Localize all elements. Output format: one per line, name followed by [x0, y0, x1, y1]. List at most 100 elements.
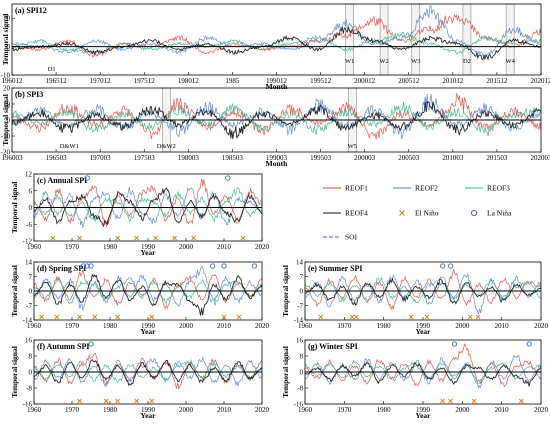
x-tick-label: 201512	[486, 77, 508, 85]
y-tick-label: 10	[3, 101, 11, 109]
x-tick-label: 1990	[141, 322, 156, 330]
series-c-reof3	[33, 187, 263, 223]
event-label: D2	[463, 58, 471, 65]
x-tick-label: 198503	[222, 154, 244, 162]
x-tick-label: 1960	[298, 406, 313, 414]
legend: REOF1 REOF2 REOF3 REOF4 El Niño La Niña SOI	[323, 184, 512, 242]
x-tick-label: 1960	[27, 322, 42, 330]
el-nino-marker	[471, 398, 477, 404]
x-tick-label: 198003	[178, 154, 200, 162]
y-tick-label: 7	[300, 273, 304, 281]
el-nino-marker	[77, 314, 82, 320]
x-tick-label: 196512	[46, 77, 68, 85]
series-g-reof3	[304, 359, 541, 384]
la-nina-marker	[80, 263, 87, 269]
el-nino-marker	[236, 314, 242, 320]
x-tick-label: 199512	[310, 77, 332, 85]
y-tick-label: -14	[23, 317, 33, 325]
series-c-reof2	[33, 187, 263, 229]
legend-label: La Niña	[487, 209, 512, 218]
el-nino-marker	[424, 314, 430, 320]
el-nino-marker	[440, 398, 445, 404]
y-axis-label: Temporal signal	[1, 94, 10, 146]
event-label: W1	[345, 58, 354, 65]
el-nino-marker	[475, 314, 481, 320]
series-a-reof4	[11, 26, 542, 61]
x-tick-label: 199503	[310, 154, 332, 162]
series-a-reof1	[12, 13, 542, 58]
legend-label: REOF2	[415, 184, 438, 193]
legend-label: El Niño	[415, 209, 439, 218]
series-e-reof3	[304, 276, 542, 303]
el-nino-marker	[92, 314, 98, 320]
x-tick-label: 2020	[255, 243, 270, 251]
series-d-reof2	[33, 265, 263, 310]
series-a-reof2	[11, 4, 542, 58]
x-tick-label: 2020	[534, 406, 549, 414]
y-tick-label: 0	[29, 204, 33, 212]
x-tick-label: 1990	[141, 406, 156, 414]
x-tick-label: 2010	[495, 322, 510, 330]
el-nino-marker	[221, 314, 227, 320]
x-tick-label: 2000	[179, 243, 194, 251]
legend-item-el-nino: El Niño	[399, 209, 439, 218]
x-tick-label: 2020	[255, 322, 270, 330]
panel-title: (c) Annual SPI	[37, 176, 87, 185]
event-label: D1	[48, 66, 56, 73]
la-nina-marker	[84, 263, 90, 269]
series-g-reof1	[304, 343, 542, 388]
x-tick-label: 1960	[27, 243, 42, 251]
x-tick-label: 201503	[486, 154, 508, 162]
y-axis-label: Temporal signal	[10, 182, 19, 234]
y-tick-label: 0	[300, 369, 304, 377]
x-tick-label: 2000	[179, 322, 194, 330]
panel-f: -16 -8 0 8 16 1960 1970 1980 1990 2000 2010 2020 (f)…	[10, 337, 270, 421]
y-tick-label: 0	[300, 288, 304, 296]
y-tick-label: 16	[25, 337, 33, 345]
x-tick-label: 202012	[531, 77, 550, 85]
event-label: W4	[505, 58, 515, 65]
x-axis-label: Year	[141, 248, 157, 257]
la-nina-marker	[526, 341, 532, 347]
x-tick-label: 2020	[534, 322, 549, 330]
x-tick-label: 2000	[179, 406, 194, 414]
legend-label: REOF1	[345, 184, 368, 193]
x-tick-label: 1970	[337, 406, 352, 414]
series-b-reof3	[11, 101, 542, 137]
x-tick-label: 1980	[377, 406, 392, 414]
legend-item-reof3: REOF3	[465, 184, 510, 193]
la-nina-marker	[88, 263, 94, 269]
x-tick-label: 200512	[398, 77, 420, 85]
x-tick-label: 1990	[141, 243, 156, 251]
panel-c: -12 -6 0 6 12 1960 1970 1980 1990 2000 2010 2020 (c)…	[10, 171, 270, 258]
legend-item-reof2: REOF2	[393, 184, 438, 193]
panel-title: (g) Winter SPI	[308, 342, 358, 351]
legend-item-reof1: REOF1	[323, 184, 368, 193]
x-tick-label: 200003	[354, 154, 376, 162]
x-tick-label: 197512	[134, 77, 156, 85]
series-a-reof3	[11, 32, 541, 54]
y-tick-label: -16	[294, 401, 304, 409]
el-nino-marker	[149, 398, 155, 404]
panel-g: -16 -8 0 8 16 1960 1970 1980 1990 2000 2010 2020 (g)…	[281, 337, 549, 421]
el-nino-marker	[50, 235, 56, 241]
y-tick-label: 8	[29, 353, 33, 361]
el-nino-marker	[153, 235, 158, 241]
el-nino-marker	[134, 398, 139, 404]
event-label: W3	[411, 58, 420, 65]
y-axis-label: Temporal signal	[10, 346, 19, 398]
la-nina-marker	[209, 263, 216, 269]
x-axis-label: Year	[416, 327, 432, 336]
el-nino-marker	[240, 235, 246, 241]
y-tick-label: -8	[297, 385, 303, 393]
el-nino-marker	[349, 314, 355, 320]
el-nino-marker	[448, 398, 453, 404]
x-tick-label: 1980	[103, 243, 118, 251]
x-tick-label: 2010	[495, 406, 510, 414]
el-nino-marker	[519, 398, 524, 404]
la-nina-marker	[84, 175, 90, 181]
x-axis-label: Year	[416, 411, 432, 420]
el-nino-marker	[54, 314, 60, 320]
y-tick-label: 10	[3, 15, 11, 23]
